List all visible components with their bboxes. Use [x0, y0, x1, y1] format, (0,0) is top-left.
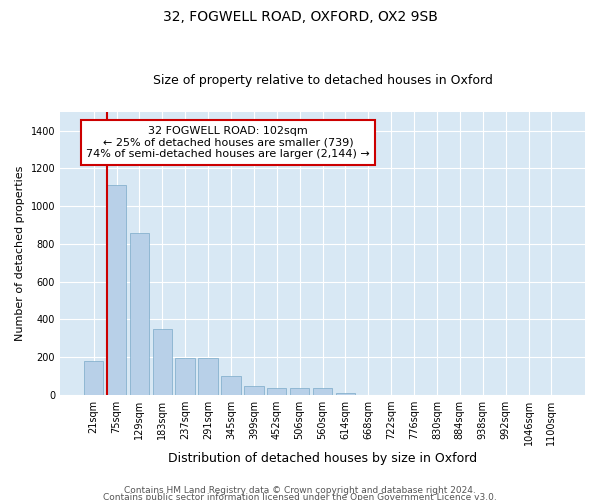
Text: 32, FOGWELL ROAD, OXFORD, OX2 9SB: 32, FOGWELL ROAD, OXFORD, OX2 9SB [163, 10, 437, 24]
Text: 32 FOGWELL ROAD: 102sqm
← 25% of detached houses are smaller (739)
74% of semi-d: 32 FOGWELL ROAD: 102sqm ← 25% of detache… [86, 126, 370, 159]
Bar [244, 386, 263, 395]
Bar [107, 186, 126, 395]
Bar [290, 388, 310, 395]
Text: Contains public sector information licensed under the Open Government Licence v3: Contains public sector information licen… [103, 494, 497, 500]
Bar [175, 358, 195, 395]
Bar [199, 358, 218, 395]
Text: Contains HM Land Registry data © Crown copyright and database right 2024.: Contains HM Land Registry data © Crown c… [124, 486, 476, 495]
Y-axis label: Number of detached properties: Number of detached properties [15, 166, 25, 341]
Bar [130, 232, 149, 395]
Bar [152, 329, 172, 395]
Title: Size of property relative to detached houses in Oxford: Size of property relative to detached ho… [152, 74, 493, 87]
Bar [313, 388, 332, 395]
Bar [221, 376, 241, 395]
Bar [335, 393, 355, 395]
Bar [267, 388, 286, 395]
X-axis label: Distribution of detached houses by size in Oxford: Distribution of detached houses by size … [168, 452, 477, 465]
Bar [84, 361, 103, 395]
